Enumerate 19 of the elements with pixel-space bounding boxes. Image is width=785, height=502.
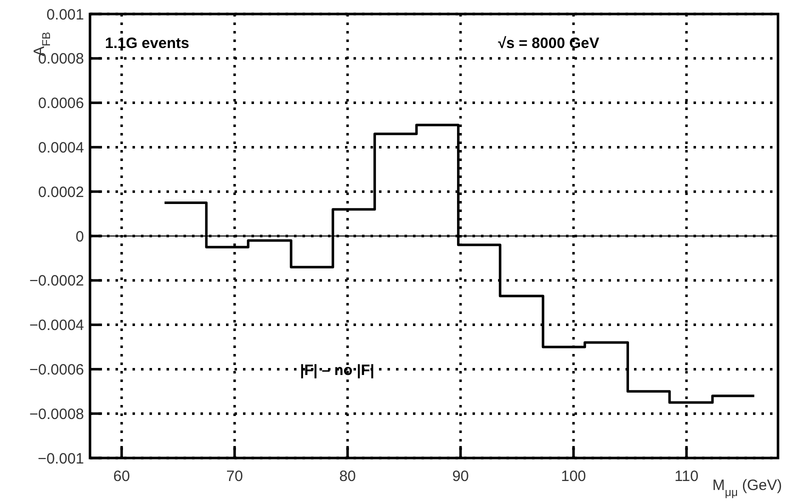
annotation: √s = 8000 GeV: [498, 35, 600, 52]
y-tick-label: −0.0004: [29, 317, 84, 334]
x-axis-title: M$_{μμ}$ (GeV): [712, 477, 782, 499]
x-tick-label: 80: [339, 468, 356, 485]
x-tick-label: 60: [113, 468, 130, 485]
y-tick-label: 0: [76, 228, 84, 246]
y-tick-label: −0.0002: [29, 272, 84, 290]
y-tick-label: 0.001: [46, 6, 84, 24]
x-tick-label: 110: [674, 468, 698, 485]
x-tick-label: 70: [226, 468, 243, 485]
annotation: 1.1G events: [105, 35, 190, 52]
y-tick-label: 0.0006: [38, 95, 84, 112]
x-tick-label: 90: [452, 468, 469, 485]
y-tick-label: 0.0004: [38, 139, 84, 156]
y-tick-label: −0.0006: [29, 361, 84, 378]
y-tick-label: −0.001: [38, 450, 84, 468]
x-tick-label: 100: [561, 468, 586, 485]
y-tick-label: −0.0008: [29, 406, 84, 423]
y-tick-label: 0.0002: [38, 184, 84, 201]
